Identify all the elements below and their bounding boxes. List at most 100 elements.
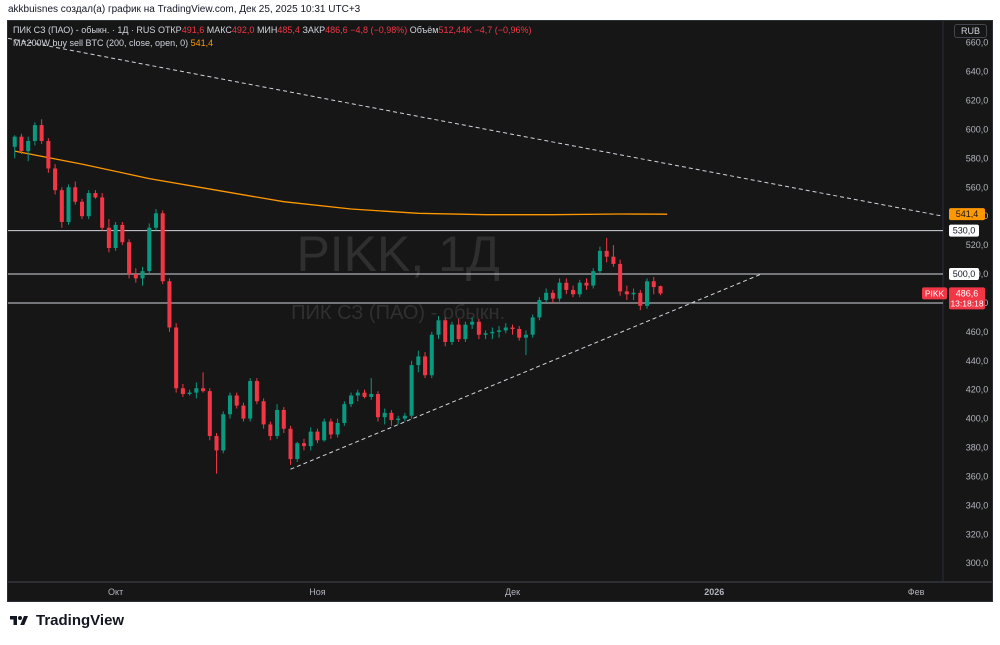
candle	[604, 237, 609, 263]
candle	[59, 187, 64, 228]
y-tick-label: 360,0	[966, 471, 989, 481]
symbol-tag	[922, 287, 947, 300]
x-tick-label: Ноя	[309, 587, 326, 597]
legend-low-value: 485,4	[277, 25, 300, 35]
candle	[611, 245, 616, 267]
candle-body	[53, 168, 58, 191]
candle-body	[483, 333, 488, 335]
candle	[456, 318, 461, 342]
price-tag	[949, 287, 985, 310]
candle	[248, 378, 253, 422]
resistance-trendline	[8, 37, 944, 217]
candle	[93, 190, 98, 199]
candle-body	[93, 193, 98, 198]
candle-body	[456, 324, 461, 340]
candle	[174, 323, 179, 393]
candle	[113, 221, 118, 251]
candle-body	[564, 282, 569, 290]
legend-ma-label[interactable]: MA200W buy sell BTC (200, close, open, 0…	[13, 38, 189, 48]
candle	[39, 119, 44, 144]
candle	[79, 198, 85, 220]
candle	[153, 208, 159, 231]
candle-body	[79, 201, 85, 217]
candle	[645, 278, 650, 309]
y-tick-label: 640,0	[966, 67, 989, 77]
candle	[349, 392, 354, 408]
candle	[429, 331, 434, 379]
y-tick-label: 320,0	[966, 529, 989, 539]
candle-body	[153, 213, 159, 228]
candle	[100, 193, 105, 231]
candle-body	[503, 327, 508, 331]
y-tick-label: 560,0	[966, 182, 989, 192]
candle-body	[604, 250, 609, 257]
candle	[638, 289, 643, 311]
candle-body	[308, 431, 313, 447]
candle	[624, 285, 629, 301]
price-tag-label: 541,4	[956, 209, 979, 219]
candle-body	[234, 395, 239, 406]
candle	[32, 122, 37, 146]
candle	[106, 219, 111, 253]
candle-body	[497, 330, 502, 332]
legend-ohlc-row: ПИК СЗ (ПАО) - обыкн. · 1Д · RUS ОТКР491…	[13, 24, 532, 37]
candle-body	[221, 414, 226, 451]
candle	[416, 350, 421, 373]
candle	[187, 389, 192, 396]
candle	[254, 378, 259, 405]
candle	[591, 268, 596, 289]
candle	[362, 389, 367, 399]
candle-body	[86, 193, 91, 217]
candle	[651, 276, 656, 295]
candle-body	[523, 334, 528, 338]
candle-body	[328, 421, 333, 435]
candle-body	[443, 320, 448, 342]
candle	[436, 315, 441, 340]
candle-body	[577, 282, 582, 295]
chart-frame[interactable]: PIKK, 1Д ПИК СЗ (ПАО) - обыкн. 300,0 320,0 3…	[7, 20, 993, 602]
candle-body	[631, 292, 636, 295]
candle-body	[375, 394, 380, 418]
candle	[409, 360, 414, 419]
candle-body	[261, 401, 266, 425]
candle-body	[550, 292, 555, 299]
support-trendline	[290, 273, 762, 470]
y-tick-label: 380,0	[966, 443, 989, 453]
y-tick-label: 400,0	[966, 414, 989, 424]
candle-body	[194, 388, 199, 393]
candle	[382, 408, 387, 425]
candle-body	[295, 443, 300, 460]
x-tick-label: Окт	[108, 587, 123, 597]
candle-body	[174, 327, 179, 389]
candle	[214, 433, 219, 474]
candle-body	[645, 281, 650, 306]
symbol-tag-label: PIKK	[925, 288, 945, 298]
candle-body	[571, 289, 576, 295]
candle-body	[214, 435, 219, 451]
candle	[483, 330, 488, 340]
legend-symbol[interactable]: ПИК СЗ (ПАО) - обыкн. · 1Д · RUS	[13, 25, 156, 35]
price-tag-label: 486,6	[956, 288, 979, 298]
candle	[180, 383, 185, 397]
candle	[544, 288, 549, 303]
candle	[221, 411, 226, 454]
currency-button[interactable]: RUB	[953, 24, 987, 38]
candle-body	[402, 415, 407, 419]
candle-body	[46, 141, 51, 169]
candle-body	[369, 394, 374, 397]
legend-high-label: МАКС	[206, 25, 232, 35]
candle-body	[73, 187, 78, 202]
candle-body	[248, 381, 253, 419]
candle	[127, 239, 132, 279]
candle-body	[591, 271, 596, 286]
candle	[537, 297, 542, 321]
candle-body	[355, 392, 360, 396]
candle	[227, 392, 232, 419]
legend-ma-value: 541,4	[190, 38, 214, 48]
candlestick-chart[interactable]: PIKK, 1Д ПИК СЗ (ПАО) - обыкн. 300,0 320,0 3…	[8, 21, 992, 601]
legend-close-label: ЗАКР	[302, 25, 326, 35]
candle-body	[254, 381, 259, 402]
candle	[423, 352, 428, 379]
candle	[53, 164, 58, 195]
candle-body	[59, 190, 64, 222]
